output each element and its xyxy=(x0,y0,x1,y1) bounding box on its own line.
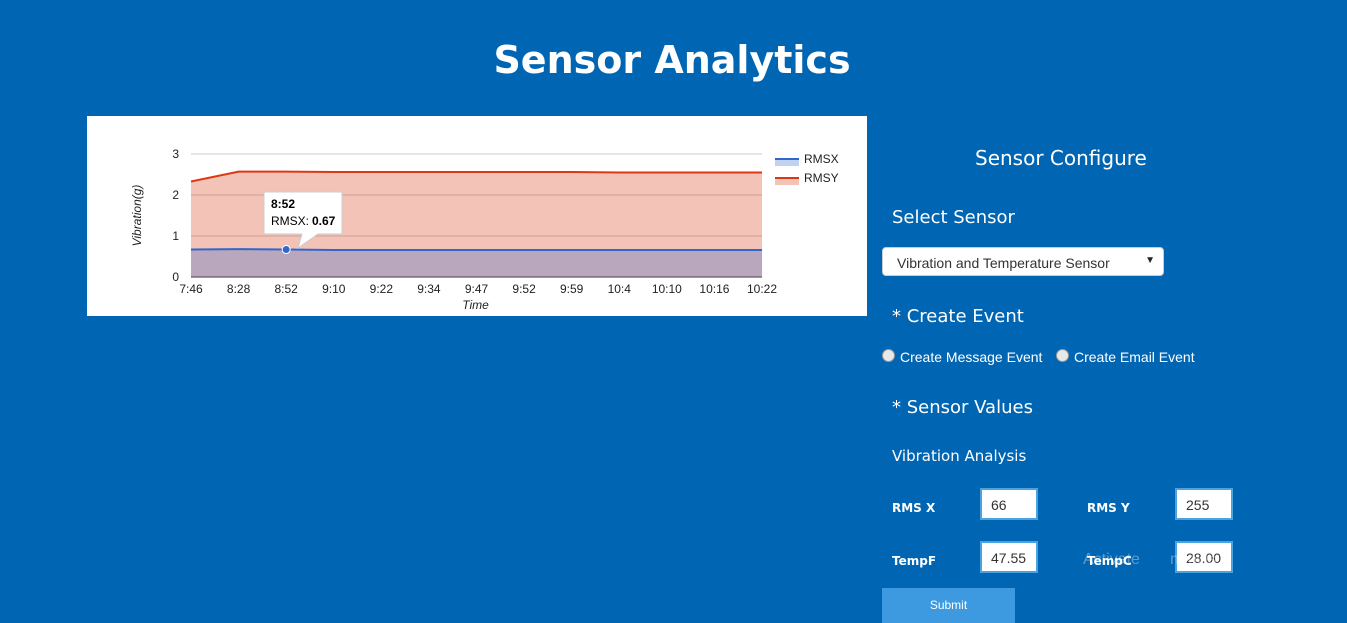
rms-x-input[interactable]: 66 xyxy=(980,488,1038,520)
y-axis-title: Vibration(g) xyxy=(130,185,144,247)
x-tick-label: 10:16 xyxy=(699,282,729,296)
x-tick-label: 9:10 xyxy=(322,282,346,296)
tempf-label: TempF xyxy=(892,554,937,568)
radio-message-label: Create Message Event xyxy=(900,349,1043,365)
x-axis-title: Time xyxy=(462,298,489,312)
legend-label: RMSX xyxy=(804,152,839,166)
watermark-right: ndows xyxy=(1170,551,1217,568)
sensor-values-heading: * Sensor Values xyxy=(892,397,1033,418)
tooltip-value: 0.67 xyxy=(312,214,336,228)
y-tick-label: 2 xyxy=(172,188,179,202)
chart-svg: 0 1 2 3 7:46 8:28 8:52 9:10 9:22 9:34 9:47 9:52 9:59… xyxy=(130,147,839,312)
tooltip-point xyxy=(281,245,291,255)
radio-email-label: Create Email Event xyxy=(1074,349,1195,365)
x-tick-label: 8:52 xyxy=(274,282,298,296)
tooltip-box xyxy=(263,191,343,250)
radio-message-event[interactable]: Create Message Event xyxy=(882,348,1043,365)
x-tick-label: 10:22 xyxy=(747,282,777,296)
x-tick-label: 9:47 xyxy=(465,282,489,296)
tempf-input[interactable]: 47.55 xyxy=(980,541,1038,573)
select-sensor-heading: Select Sensor xyxy=(892,207,1015,228)
legend-swatch xyxy=(775,178,799,185)
x-tick-label: 9:52 xyxy=(512,282,536,296)
series-line-rmsy xyxy=(190,170,762,183)
series-area-rmsx xyxy=(191,249,762,277)
rms-y-label: RMS Y xyxy=(1087,501,1130,515)
y-tick-label: 0 xyxy=(172,270,179,284)
sensor-select[interactable]: Vibration and Temperature Sensor ▼ xyxy=(882,247,1164,276)
vibration-chart: 0 1 2 3 7:46 8:28 8:52 9:10 9:22 9:34 9:47 9:52 9:59… xyxy=(87,116,867,316)
y-tick-label: 1 xyxy=(172,229,179,243)
x-tick-label: 7:46 xyxy=(179,282,203,296)
create-event-heading: * Create Event xyxy=(892,306,1024,327)
x-tick-label: 9:59 xyxy=(560,282,584,296)
tooltip-title: 8:52 xyxy=(271,197,295,211)
page-title: Sensor Analytics xyxy=(493,38,851,82)
x-tick-label: 9:22 xyxy=(370,282,394,296)
radio-email-event[interactable]: Create Email Event xyxy=(1056,348,1195,365)
config-title: Sensor Configure xyxy=(975,146,1147,170)
radio-circle-icon[interactable] xyxy=(1056,348,1069,362)
radio-circle-icon[interactable] xyxy=(882,348,895,362)
tempc-input[interactable]: 28.00 xyxy=(1175,541,1233,573)
submit-button[interactable]: Submit xyxy=(882,588,1015,623)
x-tick-label: 9:34 xyxy=(417,282,441,296)
watermark-left: Activate xyxy=(1083,551,1140,568)
x-tick-label: 10:10 xyxy=(652,282,682,296)
x-tick-label: 8:28 xyxy=(227,282,251,296)
rms-y-input[interactable]: 255 xyxy=(1175,488,1233,520)
x-tick-label: 10:4 xyxy=(608,282,632,296)
legend-label: RMSY xyxy=(804,171,839,185)
y-tick-label: 3 xyxy=(172,147,179,161)
tempc-label: TempC xyxy=(1087,554,1132,568)
tooltip-label: RMSX: xyxy=(271,214,309,228)
sensor-select-value: Vibration and Temperature Sensor xyxy=(897,255,1110,271)
rms-x-label: RMS X xyxy=(892,501,936,515)
vibration-analysis-heading: Vibration Analysis xyxy=(892,447,1027,465)
legend-swatch xyxy=(775,159,799,166)
series-line-rmsx xyxy=(190,248,762,251)
caret-down-icon: ▼ xyxy=(1145,255,1155,266)
